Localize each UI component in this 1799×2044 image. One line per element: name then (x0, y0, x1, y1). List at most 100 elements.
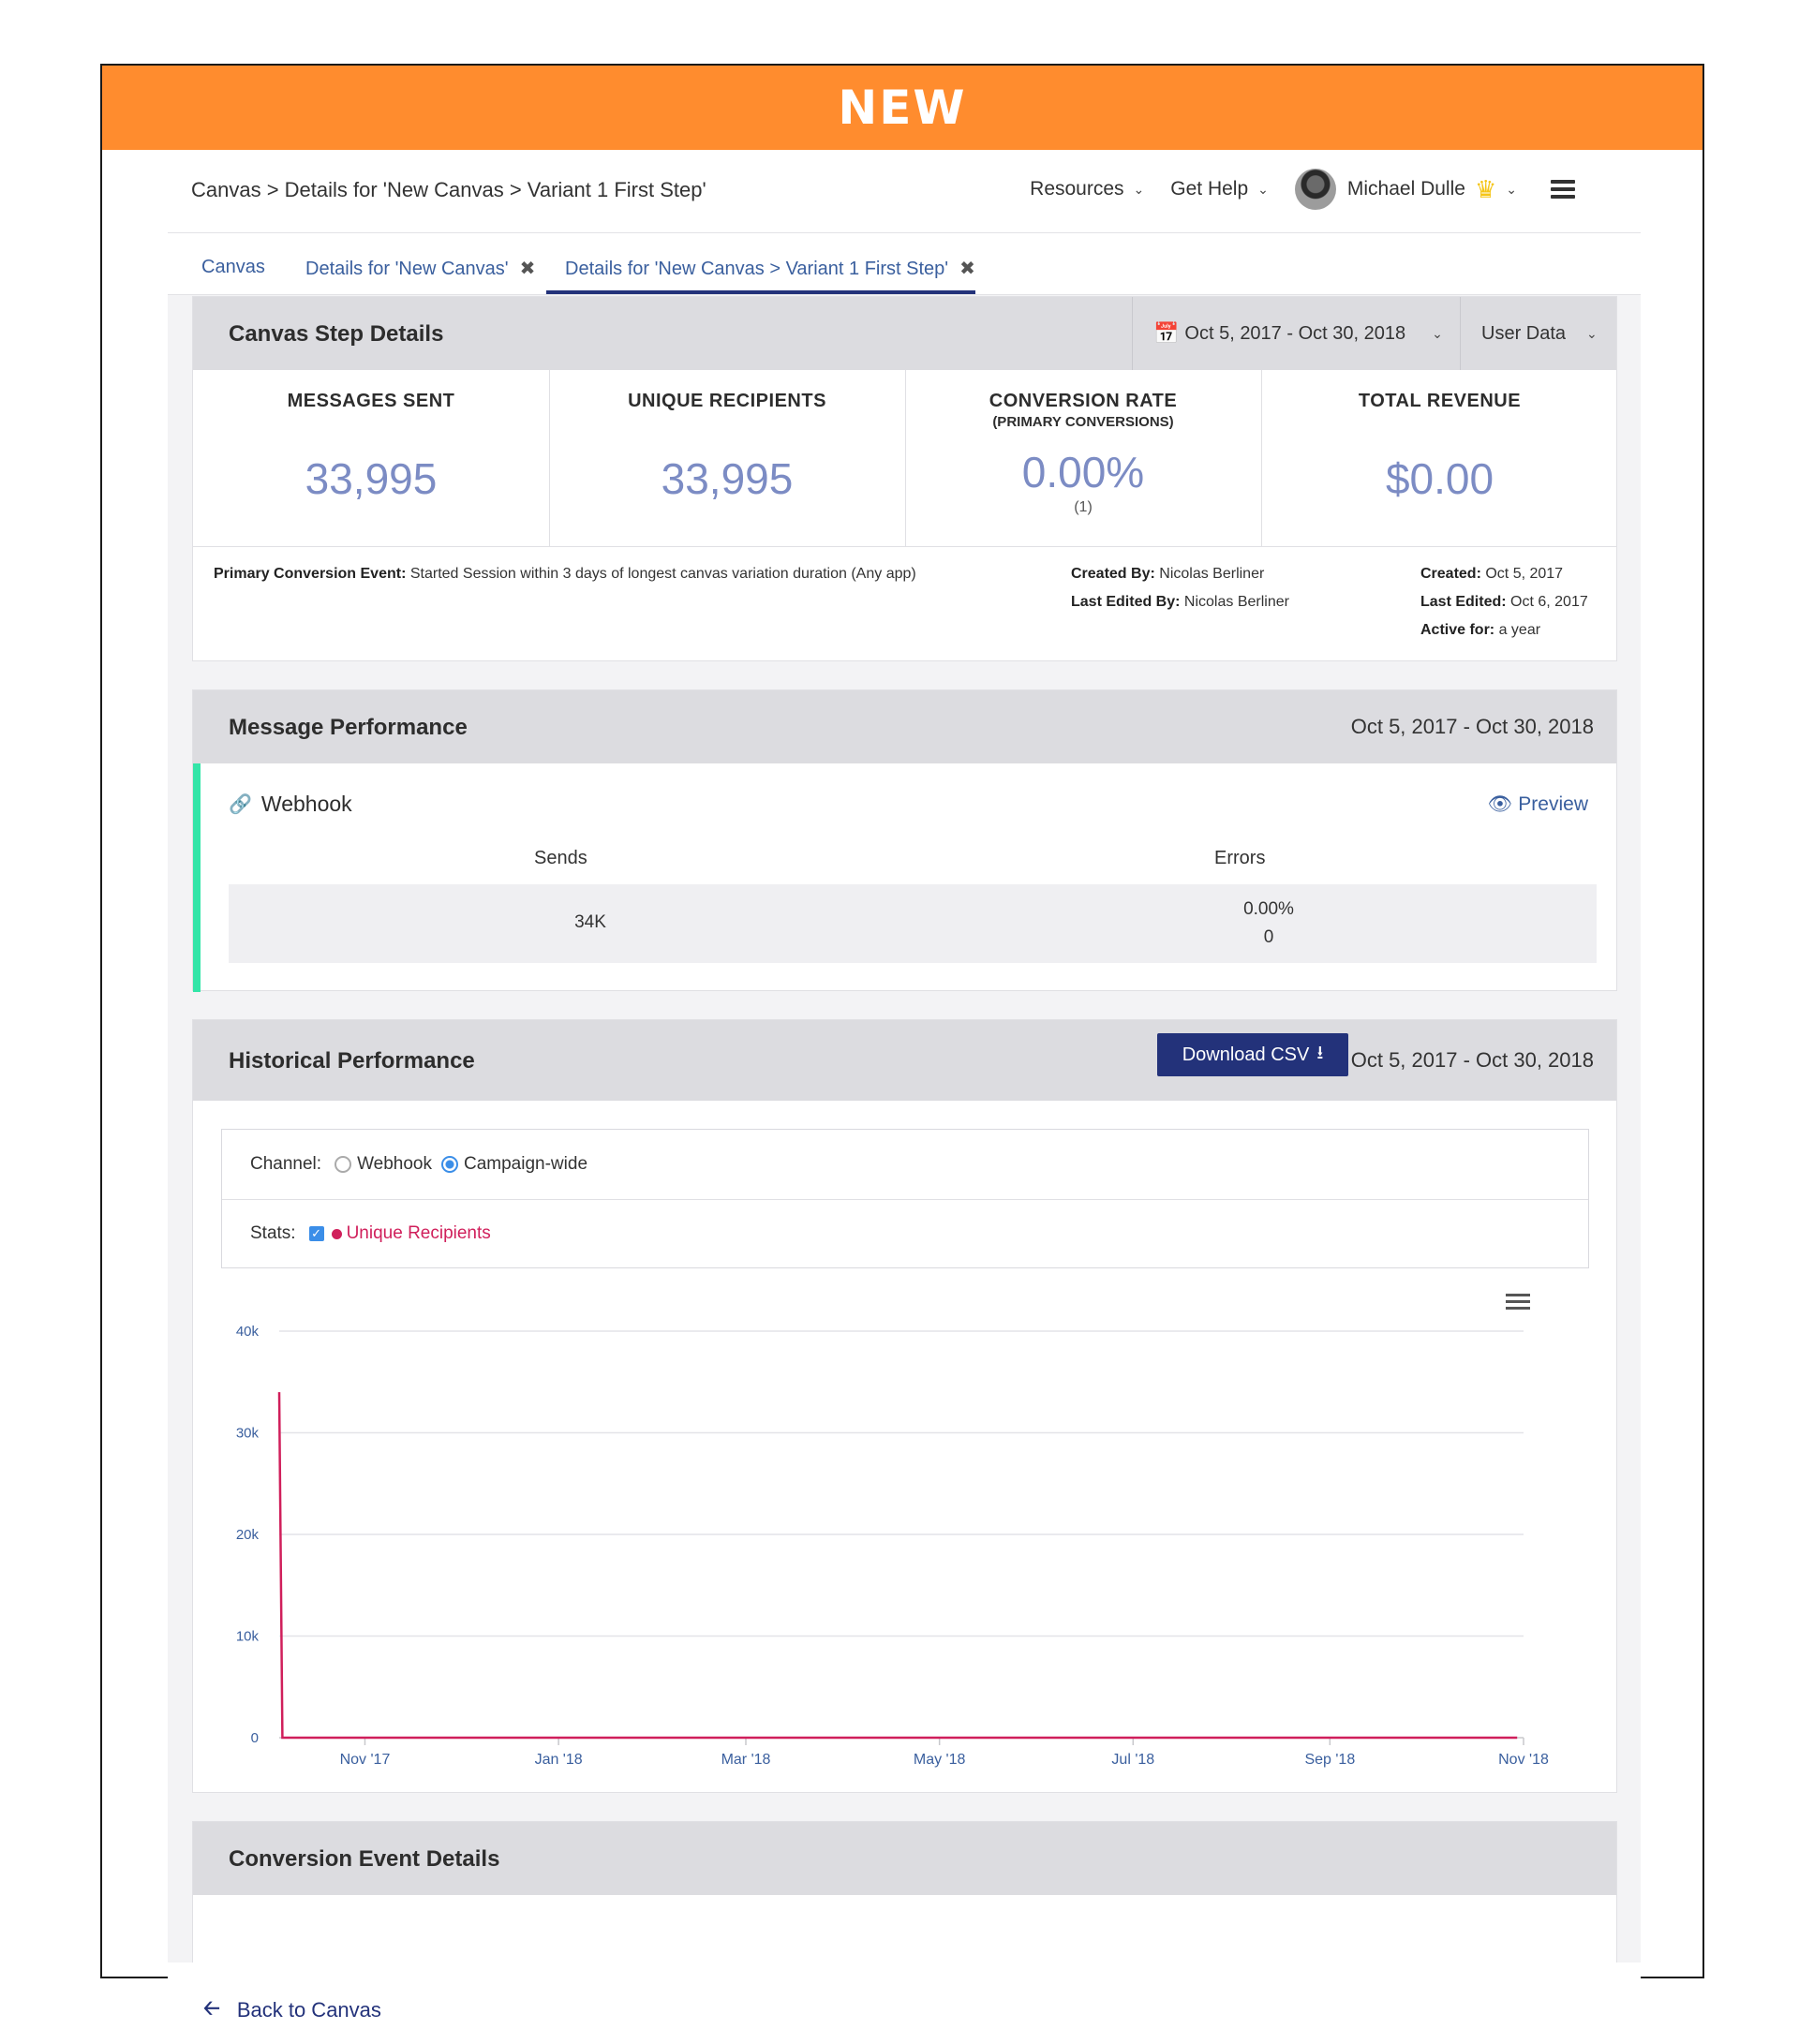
date-range-picker[interactable]: 📅 Oct 5, 2017 - Oct 30, 2018 ⌄ (1132, 297, 1461, 370)
user-menu[interactable]: Michael Dulle ♛ ⌄ (1294, 169, 1517, 210)
date-info: Created: Oct 5, 2017 Last Edited: Oct 6,… (1420, 560, 1588, 644)
errors-header: Errors (1214, 848, 1266, 868)
panel-header: Conversion Event Details (193, 1822, 1616, 1895)
user-data-label: User Data (1481, 322, 1567, 344)
stat-value: $0.00 (1385, 454, 1494, 503)
x-tick-label: Mar '18 (721, 1752, 771, 1768)
y-tick-label: 40k (236, 1324, 260, 1340)
stat-conversion-rate: CONVERSION RATE (PRIMARY CONVERSIONS) 0.… (905, 370, 1262, 546)
preview-link[interactable]: 👁 Preview (1488, 793, 1588, 816)
download-csv-button[interactable]: Download CSV ⭳ (1157, 1033, 1348, 1076)
meta-value: Oct 6, 2017 (1510, 594, 1588, 610)
channel-filter-label: Channel: (250, 1154, 322, 1174)
panel-header: Historical Performance Download CSV ⭳ Oc… (193, 1020, 1616, 1101)
panel-header: Canvas Step Details 📅 Oct 5, 2017 - Oct … (193, 297, 1616, 370)
preview-label: Preview (1518, 793, 1588, 815)
close-icon[interactable]: ✖ (519, 259, 536, 279)
panel-title: Conversion Event Details (229, 1846, 500, 1872)
stat-messages-sent: MESSAGES SENT 33,995 (193, 370, 550, 546)
sends-value: 34K (574, 912, 606, 932)
chevron-down-icon: ⌄ (1432, 325, 1443, 341)
stat-label: MESSAGES SENT (287, 391, 455, 411)
series-label[interactable]: Unique Recipients (346, 1223, 491, 1243)
tab-details-variant[interactable]: Details for 'New Canvas > Variant 1 Firs… (565, 257, 975, 280)
user-data-select[interactable]: User Data ⌄ (1460, 297, 1619, 370)
x-tick-label: May '18 (914, 1752, 966, 1768)
stat-value: 0.00% (1021, 448, 1145, 496)
stats-filter: Stats: ✓ Unique Recipients (250, 1223, 491, 1244)
webhook-accent-bar (193, 763, 201, 992)
radio-webhook[interactable] (335, 1156, 352, 1173)
stat-checkbox[interactable]: ✓ (308, 1226, 324, 1241)
historical-performance-panel: Historical Performance Download CSV ⭳ Oc… (192, 1019, 1617, 1793)
top-nav: Resources ⌄ Get Help ⌄ Michael Dulle ♛ ⌄ (1004, 169, 1575, 210)
avatar (1294, 169, 1336, 210)
chart-menu-icon[interactable] (1506, 1290, 1530, 1313)
chart-filters: Channel: Webhook Campaign-wide Stats: ✓ … (221, 1129, 1589, 1268)
errors-percent: 0.00% (1243, 899, 1294, 919)
radio-campaign-wide[interactable] (441, 1156, 458, 1173)
historical-chart: 0 10k 20k 30k 40k Nov '17 Jan '18 Mar '18 May '1… (236, 1324, 1549, 1768)
stat-value: 33,995 (305, 454, 438, 503)
stat-unique-recipients: UNIQUE RECIPIENTS 33,995 (549, 370, 906, 546)
canvas-step-details-panel: Canvas Step Details 📅 Oct 5, 2017 - Oct … (192, 296, 1617, 661)
panel-title: Historical Performance (229, 1048, 475, 1074)
crown-icon: ♛ (1474, 174, 1497, 203)
back-label: Back to Canvas (236, 1998, 381, 2022)
tab-details-new-canvas[interactable]: Details for 'New Canvas' ✖ (305, 257, 535, 280)
meta-value: Started Session within 3 days of longest… (409, 566, 916, 582)
eye-icon: 👁 (1487, 793, 1513, 815)
link-icon: 🔗 (229, 794, 252, 815)
active-tab-indicator (546, 290, 975, 294)
back-to-canvas-link[interactable]: 🡠 Back to Canvas (203, 1992, 381, 2028)
download-icon: ⭳ (1316, 1043, 1324, 1063)
y-tick-label: 0 (251, 1730, 259, 1746)
channel-heading: 🔗 Webhook (229, 792, 352, 817)
user-name: Michael Dulle (1346, 178, 1465, 200)
stat-total-revenue: TOTAL REVENUE $0.00 (1261, 370, 1618, 546)
x-tick-label: Nov '18 (1498, 1752, 1549, 1768)
radio-label[interactable]: Webhook (357, 1154, 432, 1174)
meta-label: Created By: (1071, 566, 1155, 582)
meta-value: Nicolas Berliner (1159, 566, 1265, 582)
radio-label[interactable]: Campaign-wide (464, 1154, 588, 1174)
footer-bar: 🡠 Back to Canvas (168, 1963, 1641, 2044)
download-csv-label: Download CSV (1182, 1044, 1310, 1065)
close-icon[interactable]: ✖ (959, 259, 975, 279)
meta-value: Nicolas Berliner (1183, 594, 1289, 610)
breadcrumb[interactable]: Canvas > Details for 'New Canvas > Varia… (191, 178, 706, 201)
series-dot (331, 1228, 342, 1239)
chevron-down-icon: ⌄ (1257, 181, 1269, 197)
tab-label: Details for 'New Canvas > Variant 1 Firs… (565, 259, 949, 279)
stat-sublabel: (PRIMARY CONVERSIONS) (992, 414, 1174, 430)
date-range-label: Oct 5, 2017 - Oct 30, 2018 (1184, 322, 1406, 344)
tab-bar: Canvas Details for 'New Canvas' ✖ Details… (168, 232, 1641, 295)
meta-label: Active for: (1420, 622, 1495, 638)
calendar-icon: 📅 (1153, 321, 1180, 345)
chevron-down-icon: ⌄ (1586, 325, 1598, 341)
panel-title: Message Performance (229, 715, 468, 740)
tab-canvas[interactable]: Canvas (201, 257, 265, 278)
new-banner: NEW (102, 66, 1702, 150)
x-tick-label: Sep '18 (1304, 1752, 1355, 1768)
meta-value: Oct 5, 2017 (1485, 566, 1564, 582)
panel-date-range: Oct 5, 2017 - Oct 30, 2018 (1350, 1048, 1594, 1072)
top-bar: Canvas > Details for 'New Canvas > Varia… (168, 150, 1641, 233)
banner-label: NEW (838, 81, 967, 135)
x-tick-label: Nov '17 (340, 1752, 391, 1768)
divider (222, 1199, 1588, 1200)
get-help-menu[interactable]: Get Help ⌄ (1170, 178, 1269, 200)
series-line (277, 1392, 1518, 1740)
meta-value: a year (1498, 622, 1541, 638)
chevron-down-icon: ⌄ (1133, 181, 1145, 197)
stats-filter-label: Stats: (250, 1223, 296, 1243)
channel-name: Webhook (260, 792, 352, 816)
meta-label: Primary Conversion Event: (214, 566, 407, 582)
panel-title: Canvas Step Details (229, 321, 444, 347)
y-tick-label: 10k (236, 1629, 260, 1645)
get-help-label: Get Help (1170, 178, 1249, 200)
meta-label: Last Edited: (1420, 594, 1507, 610)
resources-menu[interactable]: Resources ⌄ (1030, 178, 1144, 200)
hamburger-menu-icon[interactable] (1551, 176, 1575, 202)
channel-filter: Channel: Webhook Campaign-wide (250, 1154, 587, 1175)
